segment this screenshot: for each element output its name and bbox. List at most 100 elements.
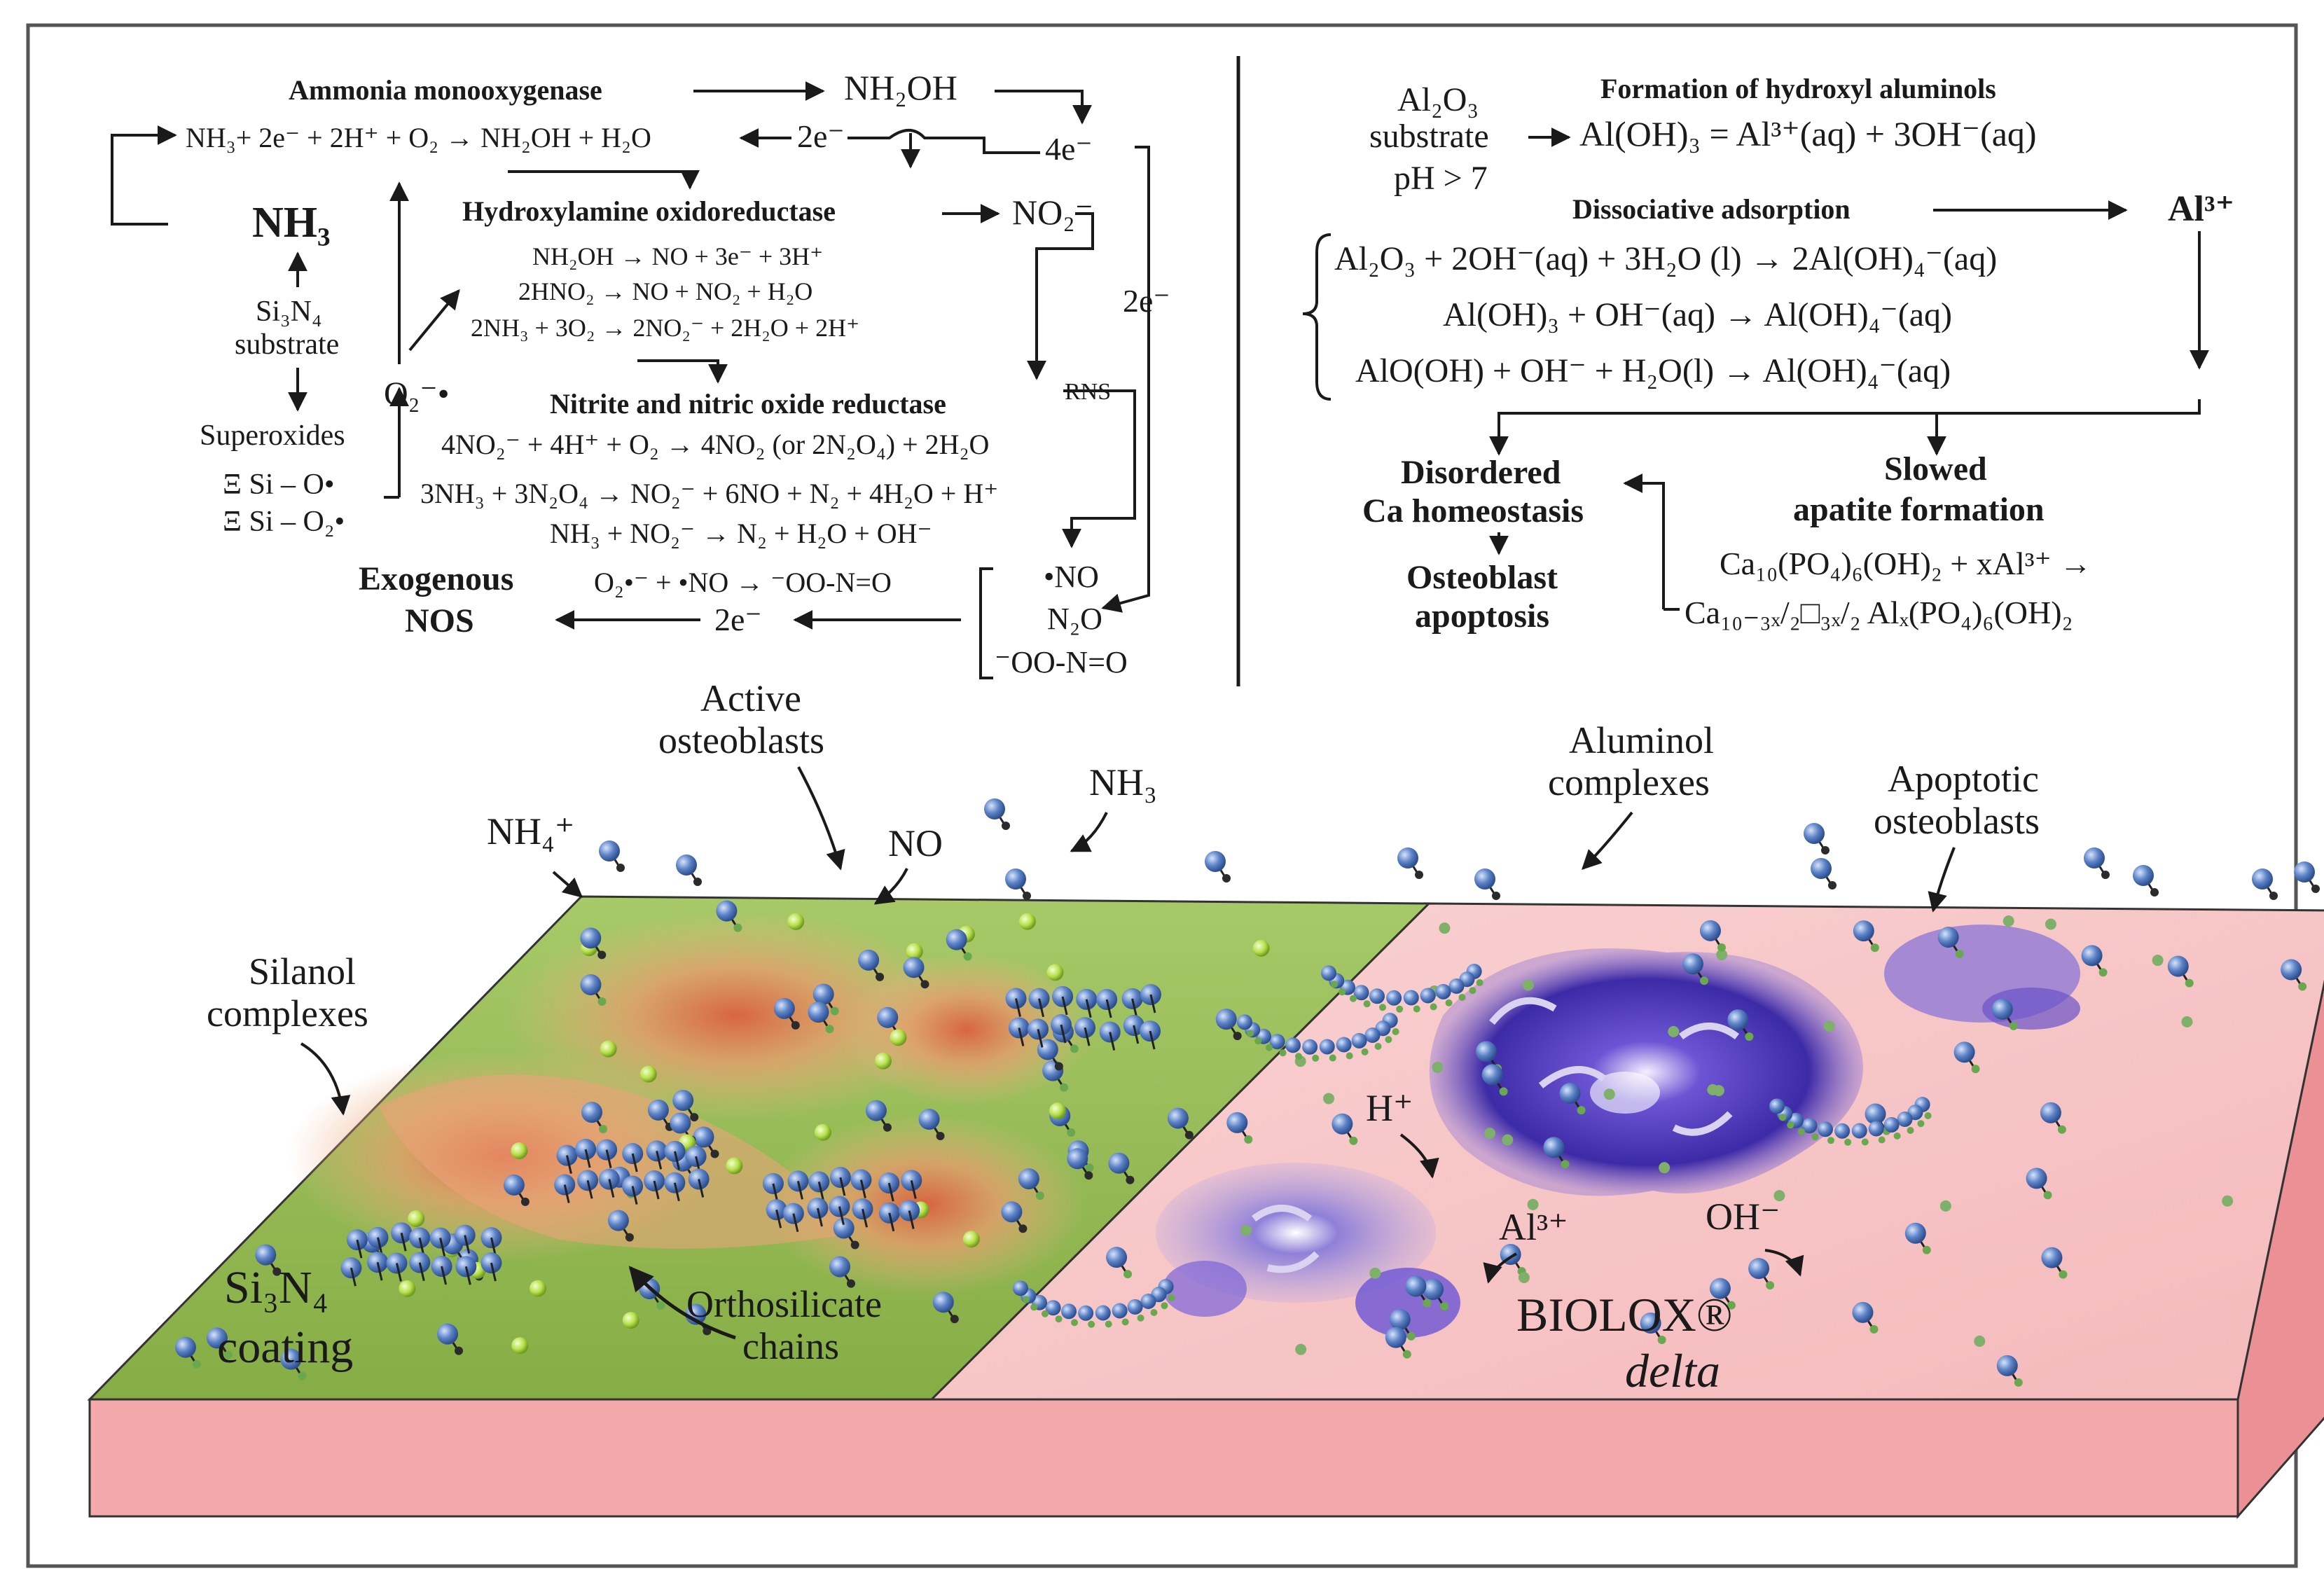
aluminol-dot [1823,1020,1835,1032]
delta-label: delta [1625,1344,1720,1397]
hydrogen-atom [936,1131,945,1140]
slab-front-face [88,1398,2239,1518]
hydrogen-atom [950,1315,959,1324]
eq-hao-1: NH₂OH → NO + 3e⁻ + 3H⁺ [532,242,823,270]
silanol-molecule [1049,1102,1066,1120]
aluminol-dot [1502,1134,1514,1146]
hydroxyl-molecule [918,1108,940,1130]
hydrogen-atom [2057,1125,2066,1134]
hydroxyl-dot [1779,1114,1787,1121]
aluminol-dot [1518,1272,1530,1284]
hydroxyl-dot [1339,988,1346,996]
hydroxyl-molecule [1804,823,1825,844]
bond-stick [1084,1027,1091,1046]
hydroxyl-dot [1396,1005,1404,1013]
hydroxyl-molecule [773,997,795,1019]
si-o2-label: Ξ Si – O₂• [223,506,345,538]
aluminol-unit [1319,1039,1335,1055]
hydrogen-atom [1402,1350,1411,1359]
split-line [1489,399,2201,456]
si3n4-coating-label-1: Si₃N₄ [224,1262,328,1313]
hydroxyl-molecule [903,957,925,978]
aluminol-dot [1974,1335,1986,1347]
leader-al3 [1483,1252,1517,1284]
hydroxyl-molecule [1953,1041,1975,1063]
hydrogen-atom [1406,1331,1416,1341]
arrow-apatite-to-ca [1623,473,1665,609]
aluminol-unit [1351,1032,1367,1048]
hydrogen-atom [298,1371,307,1380]
aluminol-unit [1834,1123,1851,1139]
bond-stick [888,1212,895,1232]
aluminol-dot [1483,1128,1495,1140]
bond-stick [441,1266,448,1285]
hydrogen-atom [2101,871,2110,879]
biolox-label: BIOLOX® [1516,1288,1733,1341]
arrow-4e-down [1101,146,1150,613]
eq-hao-2: 2HNO₂ → NO + NO₂ + H₂O [518,277,812,305]
aluminol-unit [1353,985,1369,1001]
hydrogen-atom [1244,1135,1253,1144]
hydroxyl-dot [1030,1303,1038,1311]
hydrogen-atom [597,997,607,1006]
bond-stick [775,1209,782,1228]
hydrogen-atom [1084,1171,1093,1180]
hydrogen-atom [920,980,929,989]
hydrogen-atom [2298,982,2307,991]
bond-stick [796,1180,803,1200]
hydroxyl-molecule [2167,955,2189,977]
hydroxyl-molecule [1852,1301,1874,1323]
silanol-molecule [399,1280,416,1297]
hydroxyl-molecule [1005,868,1026,890]
hydroxyl-molecule [2252,868,2273,890]
hydroxyl-molecule [946,929,967,950]
eq-dissoc-3: AlO(OH) + OH⁻ + H₂O(l) → Al(OH)₄⁻(aq) [1355,352,1951,389]
hydrogen-atom [192,1359,201,1369]
aluminol-unit [1420,988,1436,1004]
hydrogen-atom [876,972,885,981]
leader-aluminol [1582,811,1633,870]
hydrogen-atom [1423,1299,1432,1308]
aluminol-dot [1716,949,1728,961]
aluminol-dot [2222,1195,2234,1207]
aluminol-unit [1013,1280,1029,1296]
aluminol-unit [1435,983,1451,999]
hydrogen-atom [1869,1324,1879,1334]
hydroxyl-molecule [599,840,620,861]
aluminol-dot [1773,1190,1785,1202]
hydroxyl-dot [1893,1132,1901,1140]
active-osteoblasts [287,911,1093,1296]
silanol-molecule [787,913,805,930]
hydroxyl-dot [1247,1030,1254,1037]
eq-nir-2: 3NH₃ + 3N₂O₄ → NO₂⁻ + 6NO + N₂ + 4H₂O + … [420,478,998,509]
e2-top-label: 2e⁻ [797,118,845,154]
hydroxyl-molecule [716,900,738,922]
leader-orthosilicate [628,1266,736,1340]
aluminol-unit [1801,1118,1818,1134]
osteoblast-apoptosis-2: apoptosis [1415,597,1549,635]
hydroxyl-molecule [1991,998,2013,1020]
bond-stick [1037,1029,1044,1048]
aluminol-dot [1439,922,1451,934]
hydroxyl-dot [1917,1120,1925,1128]
bond-stick [772,1183,779,1203]
hydroxyl-molecule [984,798,1005,819]
hydroxyl-molecule [1215,1009,1237,1030]
oh-minus-label: OH⁻ [1706,1196,1780,1238]
hydrogen-atom [223,1350,233,1359]
hydrogen-atom [1023,892,1031,900]
leader-no [873,868,908,905]
leader-apoptotic [1928,847,1956,913]
hydroxyl-molecule [174,1336,196,1358]
bond-stick [563,1184,570,1203]
aluminol-unit [1897,1112,1913,1128]
hydroxyl-dot [1924,1112,1932,1119]
hydrogen-atom [1060,1083,1069,1092]
bond-stick [1038,998,1045,1018]
bond-stick [862,1208,868,1228]
aluminol-unit [1285,1037,1301,1053]
hydroxyl-molecule [2281,959,2302,981]
hydroxyl-dot [1265,1044,1273,1051]
hydroxyl-molecule [1543,1137,1565,1158]
orthosilicate-label-1: Orthosilicate [686,1283,882,1325]
